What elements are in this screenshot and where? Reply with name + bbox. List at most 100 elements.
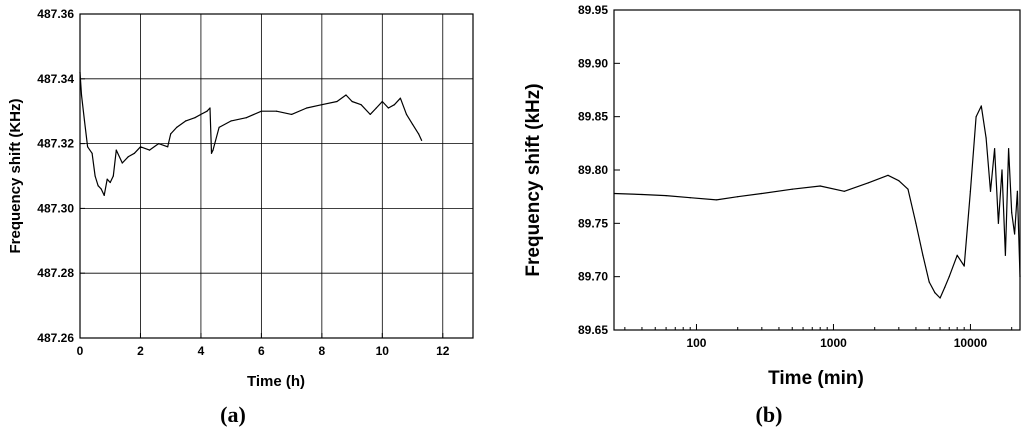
x-tick-label: 10 [376,344,390,358]
x-tick-label: 8 [319,344,326,358]
data-point [944,286,946,288]
data-point [94,175,96,177]
data-point [336,100,338,103]
data-point [399,97,401,99]
data-point [106,178,108,180]
data-point [351,100,353,103]
data-point [393,104,395,106]
data-point [843,190,845,192]
data-point [206,110,208,112]
data-point [928,281,930,283]
panel-label-a: (a) [220,402,246,427]
y-tick-label: 487.36 [37,7,74,21]
y-tick-label: 487.32 [37,137,74,151]
data-point [689,197,691,199]
data-point [405,113,408,115]
data-point [997,222,1000,224]
y-tick-label: 487.30 [37,201,74,215]
data-point [83,120,86,122]
y-tick-label: 89.65 [578,323,608,337]
data-point [194,117,196,119]
data-point [1001,169,1003,171]
data-point [887,174,889,176]
data-point [963,265,965,267]
data-point [91,152,93,154]
x-tick-label: 4 [198,344,205,358]
data-point [176,126,178,128]
data-point [1014,233,1016,235]
data-point [613,192,615,195]
data-point [245,117,247,119]
data-point [641,193,643,196]
data-point [260,110,262,112]
data-point [80,94,83,96]
data-point [989,190,992,192]
data-point [975,116,977,118]
data-point [167,146,169,148]
x-axis-label-a: Time (h) [247,373,305,390]
y-tick-label: 89.90 [578,56,608,70]
y-axis-label-b: Frequency shift (kHz) [523,83,544,276]
data-point [306,107,308,109]
chart-panel-b: 100 1000 10000 89.65 89.70 89.75 89.80 89.85 89.… [523,3,1021,427]
ticks-a: 0 2 4 6 8 10 12 487.26 487.28 487.30 487.32 487.34 4… [37,7,449,358]
data-point [411,123,414,125]
grid-a [80,14,473,338]
data-point [210,152,213,154]
data-point [139,146,142,148]
data-point [97,185,99,187]
data-point [980,105,982,107]
data-point [321,104,323,106]
data-point [87,146,89,148]
x-axis-label-b: Time (min) [768,368,864,389]
data-point [665,195,667,197]
data-point [103,194,105,196]
x-tick-label: 2 [137,344,144,358]
data-point [1019,276,1021,278]
plot-frame-b [613,9,1021,331]
x-tick-label: 0 [77,344,84,358]
data-point [969,190,972,192]
series-b [613,105,1021,299]
data-point [1011,212,1013,214]
data-point [994,148,996,150]
data-point [934,292,936,294]
x-tick-label: 6 [258,344,265,358]
plot-frame-a [79,13,474,339]
data-point [418,133,420,135]
data-point [360,104,362,106]
data-point [907,188,909,190]
data-point [898,180,900,182]
data-point [345,94,347,96]
data-point [369,113,371,115]
data-point [291,113,293,115]
data-point [121,162,123,164]
data-point [148,149,151,151]
data-point [79,71,81,73]
data-point [1016,190,1019,192]
data-point [387,107,389,109]
data-point [939,297,941,299]
x-tick-label: 100 [686,336,706,350]
series-line [613,105,1021,299]
data-point [158,143,160,145]
data-point [381,100,383,103]
x-tick-label: 1000 [820,336,847,350]
data-point [956,254,958,256]
data-point [109,181,111,184]
y-tick-label: 487.28 [37,266,74,280]
data-point [715,199,718,201]
data-point [212,149,214,151]
data-point [1004,254,1007,256]
data-point [200,113,202,115]
data-point [421,139,423,141]
y-tick-label: 487.34 [37,72,74,86]
y-tick-label: 89.80 [578,163,608,177]
data-point [170,133,172,135]
y-axis-label-a: Frequency shift (KHz) [7,98,24,253]
chart-panel-a: 0 2 4 6 8 10 12 487.26 487.28 487.30 487.32 487.34 4… [7,7,474,427]
data-point [115,149,117,151]
data-point [230,120,232,122]
y-tick-label: 89.85 [578,110,608,124]
